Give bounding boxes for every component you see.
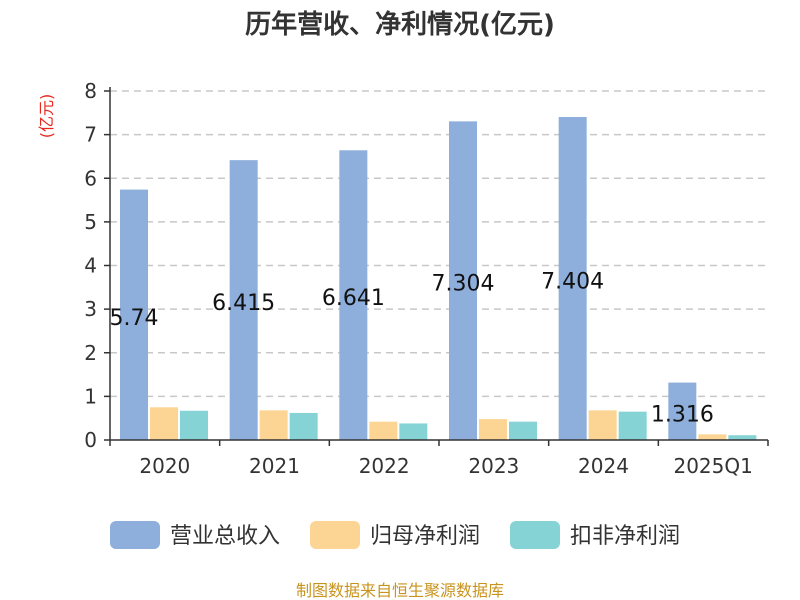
legend-swatch[interactable] bbox=[310, 521, 360, 549]
bar-3-2021 bbox=[289, 412, 318, 440]
legend-swatch[interactable] bbox=[110, 521, 160, 549]
data-labels: 5.74 6.415 6.641 7.304 7.404 1.316 bbox=[110, 270, 714, 428]
bar-1-2024 bbox=[558, 117, 587, 441]
y-tick-label: 8 bbox=[84, 79, 97, 103]
bar-2-2020 bbox=[150, 407, 178, 440]
x-tick-label: 2024 bbox=[578, 454, 629, 478]
bar-1-2025Q1 bbox=[668, 382, 697, 440]
bars bbox=[120, 117, 757, 441]
grid-lines bbox=[110, 90, 768, 398]
bar-2-2024 bbox=[588, 410, 617, 440]
chart-title: 历年营收、净利情况(亿元) bbox=[245, 9, 555, 40]
y-axis-unit-label: (亿元) bbox=[37, 94, 56, 139]
source-note: 制图数据来自恒生聚源数据库 bbox=[296, 581, 504, 600]
bar-2-2022 bbox=[369, 421, 398, 440]
x-tick-label: 2023 bbox=[468, 454, 519, 478]
x-tick-label: 2021 bbox=[249, 454, 300, 478]
data-label: 6.641 bbox=[322, 286, 385, 311]
y-tick-label: 7 bbox=[84, 123, 97, 147]
data-label: 5.74 bbox=[110, 306, 159, 331]
legend-label[interactable]: 营业总收入 bbox=[170, 524, 280, 549]
bar-1-2022 bbox=[339, 150, 368, 440]
y-tick-label: 6 bbox=[84, 166, 97, 190]
bar-1-2021 bbox=[229, 160, 258, 440]
x-tick-label: 2022 bbox=[359, 454, 410, 478]
legend-label[interactable]: 归母净利润 bbox=[370, 524, 480, 549]
x-tick-label: 2020 bbox=[139, 454, 190, 478]
bar-3-2022 bbox=[399, 423, 428, 440]
y-tick-label: 0 bbox=[84, 428, 97, 452]
legend-label[interactable]: 扣非净利润 bbox=[570, 524, 680, 549]
legend: 营业总收入 归母净利润 扣非净利润 bbox=[110, 521, 680, 549]
bar-3-2024 bbox=[618, 411, 647, 440]
bar-2-2021 bbox=[259, 410, 288, 440]
data-label: 7.304 bbox=[432, 272, 495, 297]
bar-3-2025Q1 bbox=[728, 435, 757, 440]
data-label: 1.316 bbox=[651, 402, 714, 427]
bar-1-2020 bbox=[120, 189, 148, 440]
y-tick-label: 2 bbox=[84, 341, 97, 365]
bar-2-2023 bbox=[479, 419, 507, 440]
y-tick-label: 4 bbox=[84, 254, 97, 278]
y-tick-label: 3 bbox=[84, 297, 97, 321]
y-tick-label: 1 bbox=[84, 384, 97, 408]
bar-1-2023 bbox=[449, 121, 477, 440]
y-tick-label: 5 bbox=[84, 210, 97, 234]
legend-swatch[interactable] bbox=[510, 521, 560, 549]
axes: 0 1 2 3 4 5 6 7 8 2020 2021 2022 2023 2024 2025Q1 bbox=[84, 79, 769, 478]
data-label: 7.404 bbox=[541, 270, 604, 295]
data-label: 6.415 bbox=[212, 291, 275, 316]
bar-3-2020 bbox=[180, 410, 208, 440]
bar-3-2023 bbox=[509, 421, 537, 440]
bar-2-2025Q1 bbox=[698, 434, 727, 440]
x-tick-label: 2025Q1 bbox=[673, 454, 752, 478]
